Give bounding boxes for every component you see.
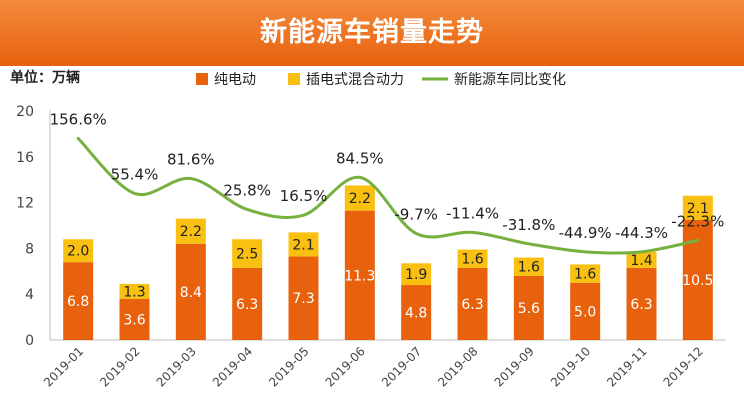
y-tick-label: 12 [16,196,34,212]
bar-label-phev: 1.6 [461,252,483,268]
bar-segment-phev [457,249,488,268]
yoy-label: -22.3% [671,212,724,230]
bar-label-bev: 6.8 [67,294,89,310]
yoy-label: -44.3% [615,224,668,242]
bar-segment-phev [344,185,375,211]
bar-segment-phev [682,195,713,220]
x-tick-label: 2019-05 [266,344,311,389]
x-tick-label: 2019-02 [97,344,142,389]
bar-segment-bev [513,275,544,340]
yoy-label: 81.6% [167,151,215,169]
x-tick-label: 2019-08 [435,344,480,389]
bar-segment-bev [119,298,150,340]
yoy-label: 16.5% [280,187,328,205]
bar-label-phev: 1.9 [405,267,427,283]
bar-label-phev: 2.2 [180,224,202,240]
bar-label-phev: 2.0 [67,244,89,260]
y-tick-label: 20 [16,104,34,120]
y-tick-label: 8 [25,241,34,257]
title-banner [0,0,744,66]
chart-title: 新能源车销量走势 [260,17,484,48]
bar-segment-phev [626,251,657,268]
bar-data-labels: 6.8 2.0 3.6 1.3 8.4 2.2 6.3 2.5 7.3 2.1 11.3 2.2 4.8… [67,191,713,328]
bar-label-bev: 4.8 [405,306,427,322]
bar-segment-phev [288,232,319,257]
yoy-label: 25.8% [223,181,271,199]
yoy-label: -11.4% [446,204,499,222]
bar-label-bev: 10.5 [682,273,713,289]
bar-label-phev: 2.1 [687,201,709,217]
x-tick-label: 2019-06 [323,344,368,389]
yoy-label: -9.7% [394,206,438,224]
bar-label-phev: 2.5 [236,247,258,263]
bar-label-phev: 1.6 [518,260,540,276]
bar-segment-bev [457,267,488,340]
bar-segment-phev [401,263,432,286]
bar-segment-phev [63,239,94,263]
bar-label-bev: 6.3 [236,297,258,313]
bar-label-bev: 6.3 [461,297,483,313]
bar-label-bev: 5.6 [518,301,540,317]
legend-label-yoy: 新能源车同比变化 [454,71,566,88]
bar-label-bev: 11.3 [344,268,375,284]
bar-label-phev: 2.1 [292,237,314,253]
bar-segment-bev [344,210,375,340]
yoy-label: -44.9% [559,224,612,242]
bar-segment-bev [570,282,601,340]
bar-segment-phev [570,264,601,283]
legend-label-phev: 插电式混合动力 [306,72,404,88]
x-tick-label: 2019-07 [379,344,424,389]
y-tick-label: 16 [16,150,34,166]
yoy-trend-line [76,136,700,255]
bar-label-bev: 6.3 [630,297,652,313]
yoy-data-labels: 156.6% 55.4% 81.6% 25.8% 16.5% 84.5% -9.7% -11.… [50,110,725,241]
x-tick-labels: 2019-01 2019-02 2019-03 2019-04 2019-05 2019-… [41,344,706,389]
legend-label-bev: 纯电动 [214,72,256,88]
yoy-label: -31.8% [502,216,555,234]
unit-label: 单位：万辆 [10,69,80,86]
bar-label-phev: 2.2 [349,191,371,207]
bar-label-bev: 7.3 [292,291,314,307]
bar-segment-bev [288,256,319,340]
yoy-label: 156.6% [50,110,107,128]
bar-label-phev: 1.6 [574,267,596,283]
x-tick-label: 2019-10 [548,344,593,389]
bar-segment-phev [232,239,263,268]
bar-segment-bev [401,285,432,340]
bar-label-bev: 3.6 [123,312,145,328]
bar-segment-phev [513,257,544,276]
bar-segment-bev [232,267,263,340]
legend: 纯电动 插电式混合动力 新能源车同比变化 [196,71,566,88]
bar-label-phev: 1.4 [630,253,652,269]
bar-segment-phev [119,283,150,299]
x-tick-label: 2019-09 [492,344,537,389]
y-tick-label: 4 [25,287,34,303]
bar-segment-bev [63,262,94,340]
bar-segment-bev [175,243,206,340]
bar-label-bev: 8.4 [180,285,202,301]
legend-swatch-bev [196,73,208,85]
bar-series [63,185,713,340]
bar-segment-phev [175,218,206,244]
y-tick-label: 0 [25,333,34,349]
bar-segment-bev [626,267,657,340]
yoy-label: 84.5% [336,149,384,167]
y-tick-labels: 0 4 8 12 16 20 [16,104,34,349]
bar-label-phev: 1.3 [123,284,145,300]
x-tick-label: 2019-01 [41,344,86,389]
x-tick-label: 2019-11 [604,344,649,389]
yoy-label: 55.4% [111,165,159,183]
legend-swatch-phev [288,73,300,85]
x-tick-label: 2019-03 [154,344,199,389]
x-tick-label: 2019-12 [661,344,706,389]
bar-label-bev: 5.0 [574,304,596,320]
x-tick-label: 2019-04 [210,344,255,389]
